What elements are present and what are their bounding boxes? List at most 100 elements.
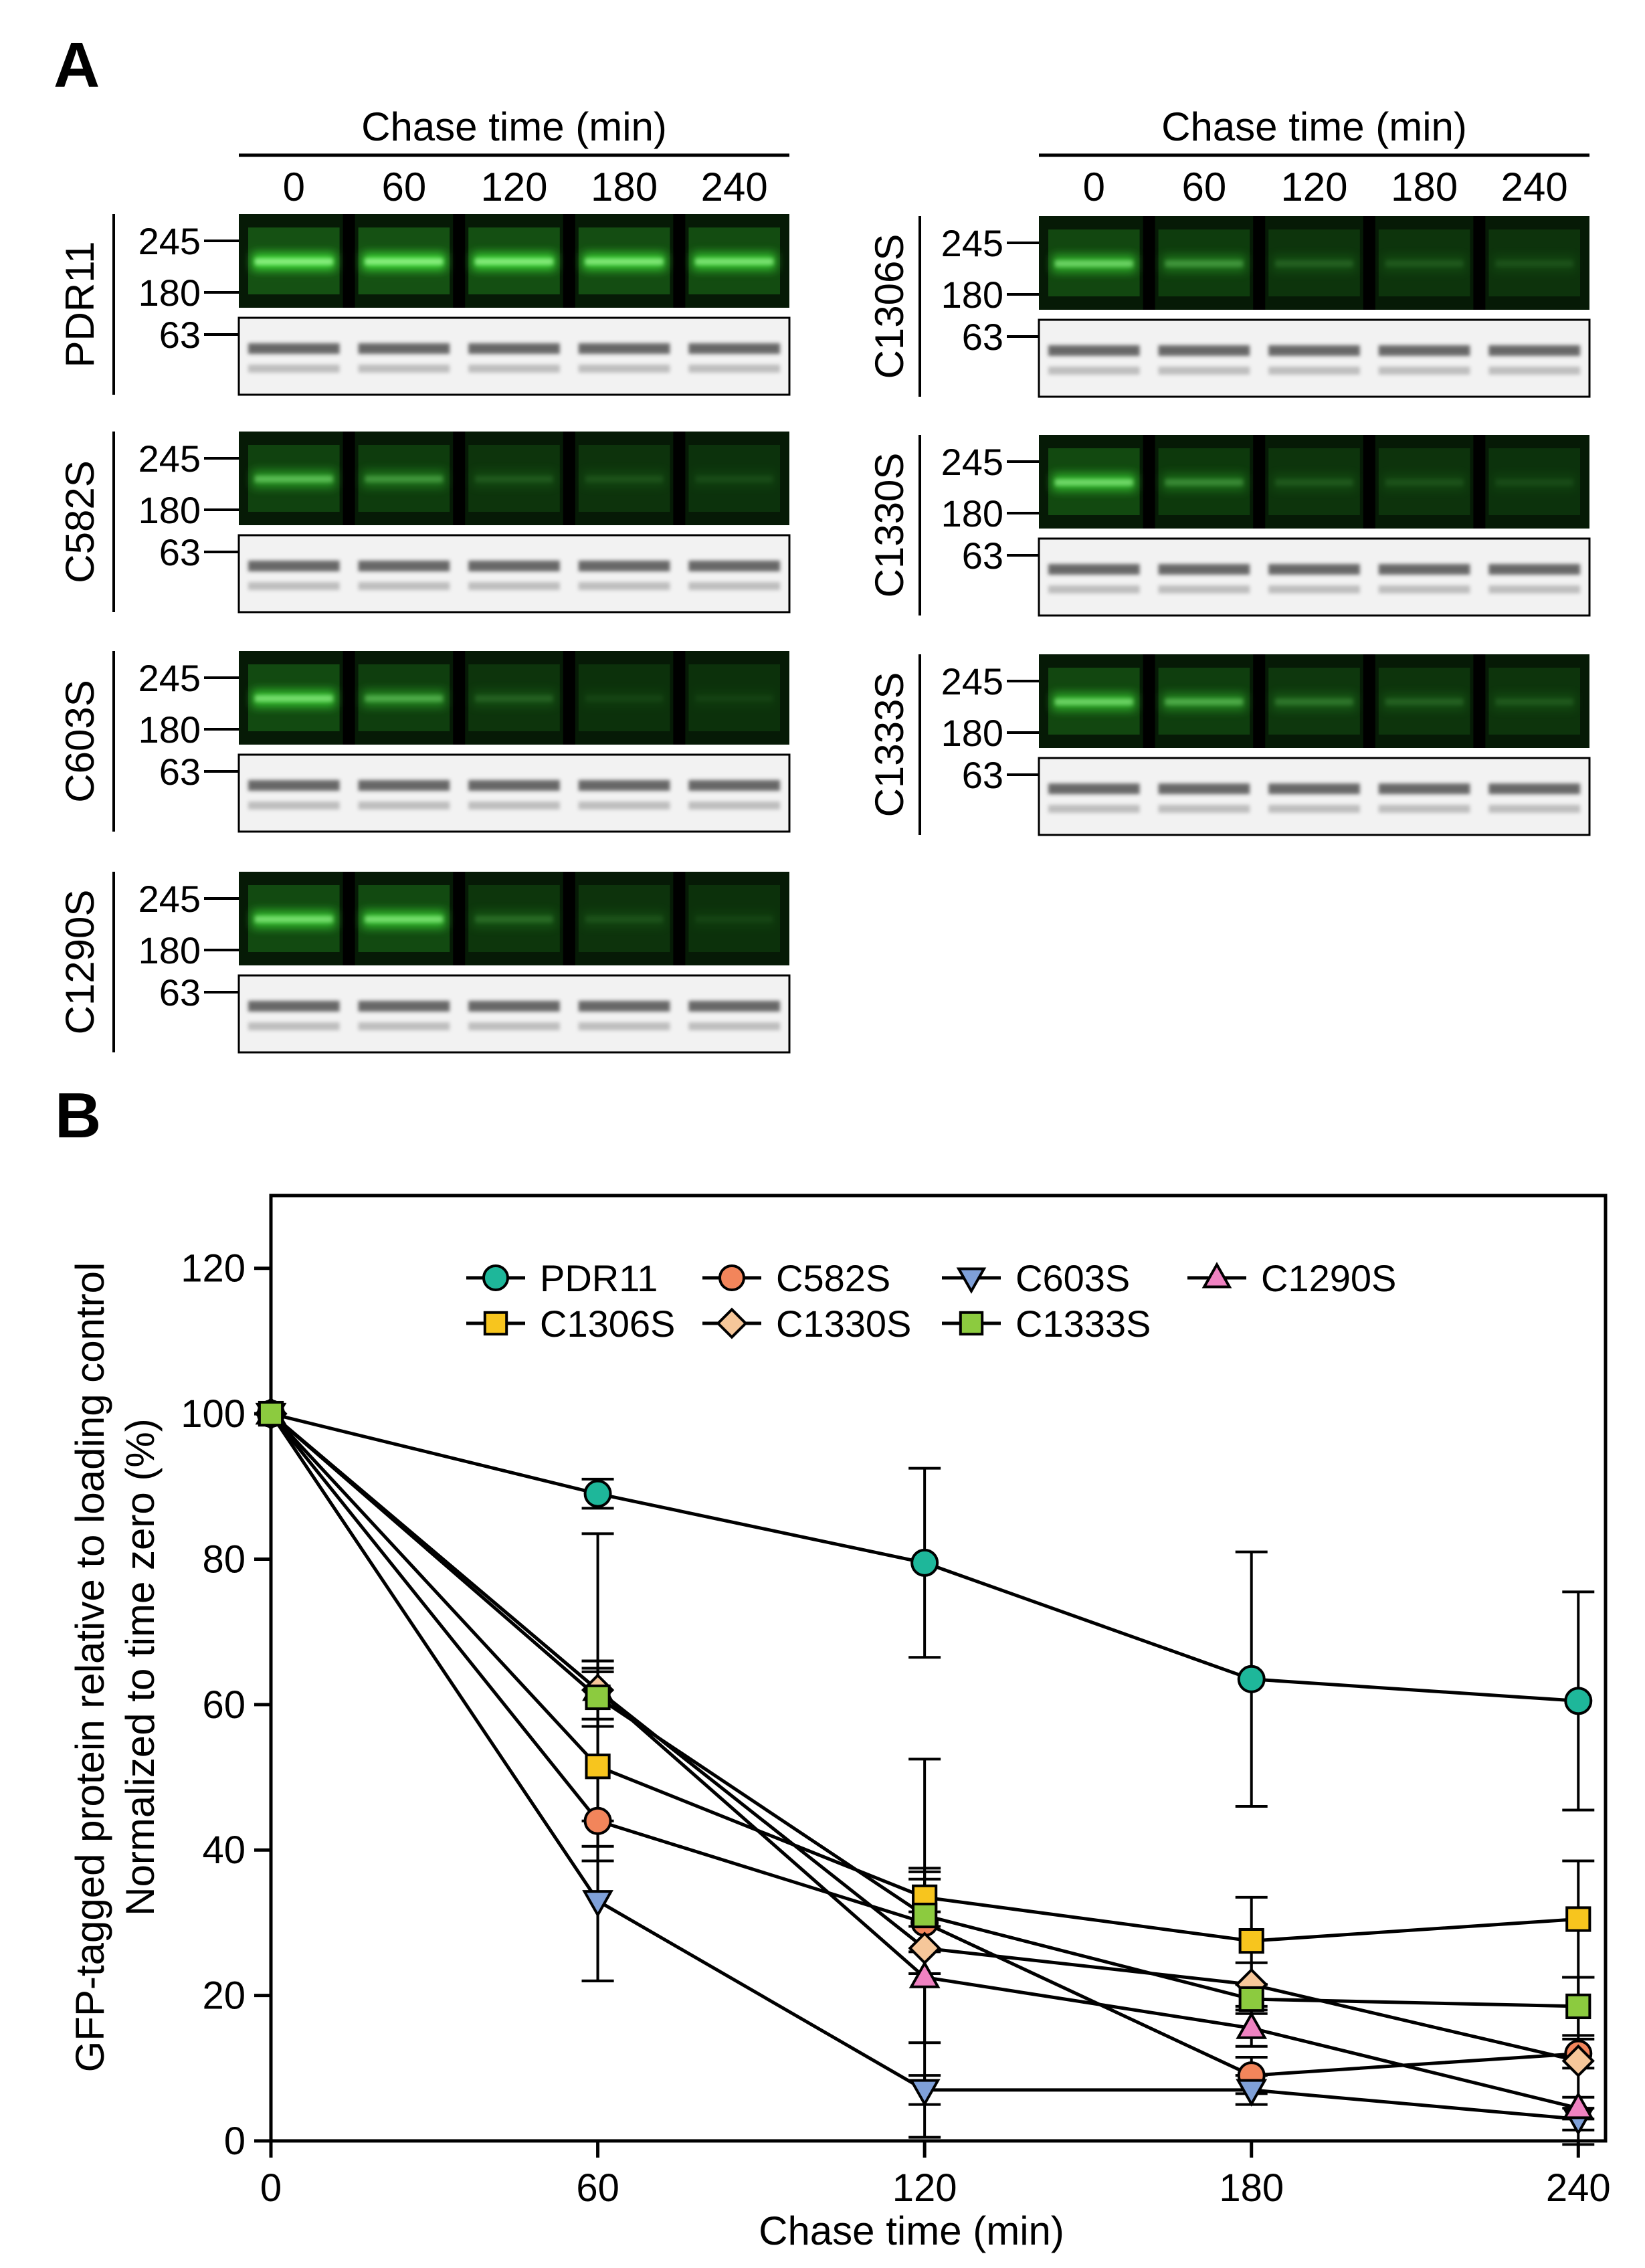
loading-band-minor	[1048, 367, 1140, 375]
legend-label: C1306S	[540, 1303, 675, 1345]
mw-marker-label: 180	[941, 712, 1003, 754]
loading-band	[468, 343, 560, 354]
y-tick-label: 120	[181, 1247, 246, 1291]
gfp-band-core	[255, 476, 333, 482]
lane-gap	[1363, 216, 1375, 310]
marker-triangle-down	[908, 2079, 941, 2107]
mw-marker-label: 245	[138, 657, 201, 699]
legend-item-c582s: C582S	[702, 1257, 890, 1299]
loading-band-minor	[1158, 367, 1250, 375]
marker-square	[585, 1684, 611, 1711]
loading-band-minor	[1048, 805, 1140, 813]
sample-label: C1306S	[867, 234, 912, 379]
lane-gap	[343, 214, 355, 308]
marker-triangle-up	[908, 1960, 941, 1988]
loading-band-minor	[1488, 805, 1580, 813]
legend-item-c1306s: C1306S	[466, 1303, 675, 1345]
loading-band	[1048, 783, 1140, 794]
degradation-line-chart: 0 20 40 60 80 100 120 0 60 120 180 240 Chase time (m…	[68, 1194, 1611, 2253]
legend-item-pdr11: PDR11	[466, 1257, 658, 1299]
loading-band	[248, 1001, 340, 1012]
series-c1330s	[270, 1412, 1595, 2146]
loading-band	[1488, 564, 1580, 575]
gfp-band-core	[585, 695, 664, 702]
loading-band	[358, 561, 450, 571]
marker-square	[483, 1311, 508, 1336]
loading-band	[358, 1001, 450, 1012]
loading-band-minor	[1378, 367, 1470, 375]
mw-marker-label: 180	[138, 708, 201, 751]
lane-gap	[1143, 654, 1155, 748]
marker-diamond	[716, 1307, 748, 1339]
loading-band	[1488, 783, 1580, 794]
gfp-band-core	[1055, 260, 1133, 267]
plot-frame	[269, 1194, 1608, 2143]
loading-band	[688, 343, 780, 354]
mw-marker-label: 180	[138, 272, 201, 314]
gfp-band-core	[695, 258, 773, 265]
legend-label: C1333S	[1015, 1303, 1151, 1345]
marker-square	[585, 1754, 611, 1780]
gfp-band-core	[1165, 479, 1244, 486]
loading-band	[1488, 345, 1580, 356]
series-c603s	[269, 1412, 1595, 2132]
loading-band	[1158, 564, 1250, 575]
lane-gap	[343, 432, 355, 525]
sample-label: C603S	[58, 680, 102, 802]
gfp-band-core	[1385, 479, 1464, 486]
marker-square	[912, 1902, 938, 1929]
time-label: 240	[701, 165, 768, 209]
lane-gap	[563, 872, 575, 965]
loading-band-minor	[358, 801, 450, 810]
gfp-band-core	[255, 695, 333, 702]
marker-square	[258, 1400, 284, 1427]
loading-control-gel	[1038, 318, 1591, 398]
gfp-band-core	[1055, 479, 1133, 486]
marker-triangle-down	[582, 1890, 613, 1918]
gfp-band-core	[585, 258, 664, 265]
lane-gap	[1473, 654, 1486, 748]
gfp-band-core	[1495, 698, 1573, 705]
x-tick-label: 0	[260, 2166, 282, 2210]
lane-gap	[1253, 435, 1266, 529]
chase-time-title: Chase time (min)	[361, 104, 667, 149]
loading-band	[688, 780, 780, 791]
loading-band-minor	[1048, 585, 1140, 593]
gfp-band-core	[1275, 260, 1353, 267]
panel-a-label: A	[54, 29, 100, 101]
loading-band-minor	[358, 582, 450, 590]
lane-gap	[673, 651, 686, 745]
sample-label: C582S	[58, 460, 102, 583]
loading-band-minor	[468, 582, 560, 590]
gfp-band-core	[585, 916, 664, 923]
loading-band	[468, 1001, 560, 1012]
loading-band	[1048, 564, 1140, 575]
x-tick-label: 60	[576, 2166, 619, 2210]
panel-b-label: B	[55, 1080, 101, 1151]
y-tick-label: 100	[181, 1392, 246, 1436]
time-label: 120	[1280, 165, 1347, 209]
marker-triangle-down	[956, 1267, 987, 1294]
marker-triangle-down	[1236, 2079, 1268, 2107]
y-tick-label: 40	[202, 1828, 246, 1872]
mw-marker-label: 180	[138, 929, 201, 971]
lane-gap	[343, 651, 355, 745]
marker-circle	[910, 1548, 939, 1577]
lane-gap	[1143, 435, 1155, 529]
lane-gap	[343, 872, 355, 965]
legend-label: C1330S	[776, 1303, 911, 1345]
marker-triangle-up	[1201, 1262, 1232, 1289]
loading-band-minor	[1488, 367, 1580, 375]
x-tick-label: 240	[1546, 2166, 1611, 2210]
markers-pdr11	[257, 1400, 1593, 1715]
gfp-band-core	[255, 916, 333, 923]
y-tick-label: 60	[202, 1683, 246, 1727]
lane-gap	[1253, 654, 1266, 748]
mw-marker-label: 63	[159, 531, 201, 573]
loading-control-gel	[237, 753, 791, 833]
gfp-band-core	[1275, 479, 1353, 486]
